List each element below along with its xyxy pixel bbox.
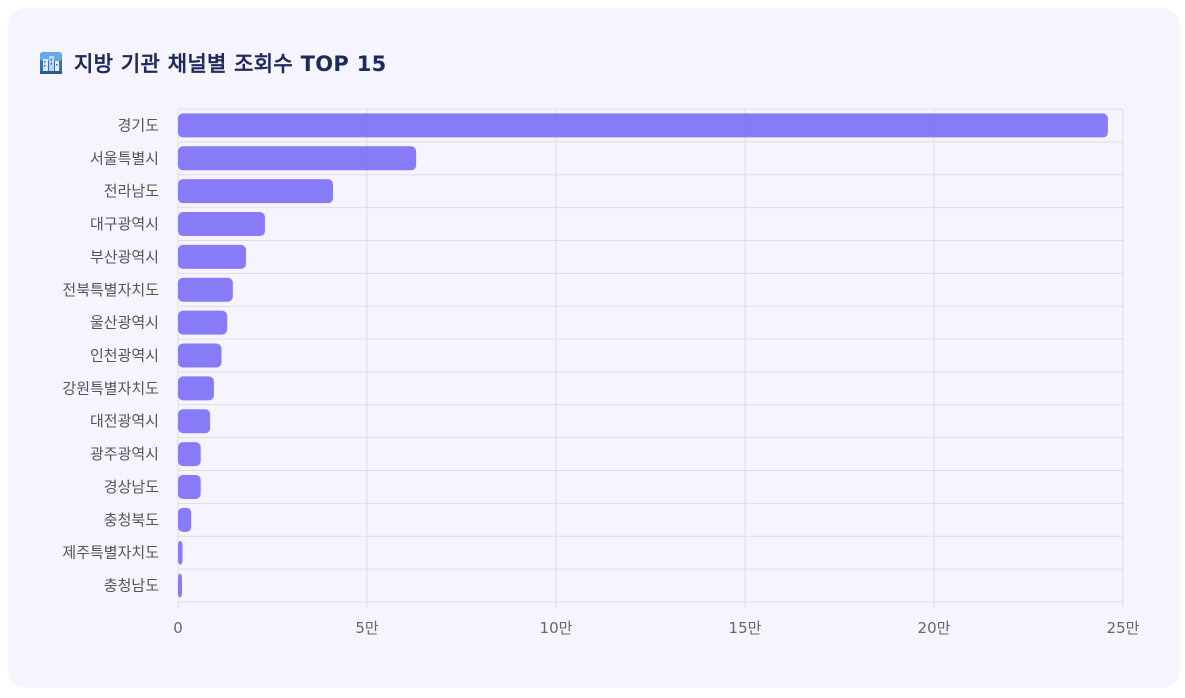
x-tick-label: 25만 xyxy=(1107,619,1140,637)
x-tick-label: 0 xyxy=(173,619,183,637)
category-label: 전북특별자치도 xyxy=(62,281,159,299)
category-label: 경기도 xyxy=(118,116,160,134)
bar xyxy=(178,146,417,171)
category-label: 충청남도 xyxy=(104,577,159,595)
bar xyxy=(178,113,1108,138)
category-label: 서울특별시 xyxy=(90,149,159,167)
category-label: 광주광역시 xyxy=(90,445,159,463)
bar xyxy=(178,540,183,565)
category-label: 인천광역시 xyxy=(90,347,159,365)
bar xyxy=(178,507,192,532)
bar xyxy=(178,277,233,302)
category-label: 전라남도 xyxy=(104,182,159,200)
x-tick-label: 5만 xyxy=(355,619,379,637)
bar xyxy=(178,310,228,335)
chart-title: 지방 기관 채널별 조회수 TOP 15 xyxy=(74,52,387,76)
bar xyxy=(178,409,211,434)
city-icon xyxy=(40,52,62,74)
category-label: 부산광역시 xyxy=(90,248,159,266)
bar xyxy=(178,179,333,204)
category-label: 충청북도 xyxy=(104,511,159,529)
category-label: 대전광역시 xyxy=(90,412,159,430)
chart-header: 지방 기관 채널별 조회수 TOP 15 xyxy=(40,48,387,78)
category-label: 울산광역시 xyxy=(90,314,159,332)
bar xyxy=(178,376,214,401)
bar xyxy=(178,573,182,598)
category-label: 경상남도 xyxy=(104,478,159,496)
bar xyxy=(178,212,265,237)
x-tick-label: 15만 xyxy=(729,619,762,637)
bar xyxy=(178,442,201,467)
bar xyxy=(178,474,201,499)
category-label: 대구광역시 xyxy=(90,215,159,233)
bar xyxy=(178,244,247,269)
category-label: 제주특별자치도 xyxy=(62,544,159,562)
x-tick-label: 10만 xyxy=(540,619,573,637)
bar xyxy=(178,343,222,368)
x-tick-label: 20만 xyxy=(918,619,951,637)
category-label: 강원특별자치도 xyxy=(62,379,159,397)
